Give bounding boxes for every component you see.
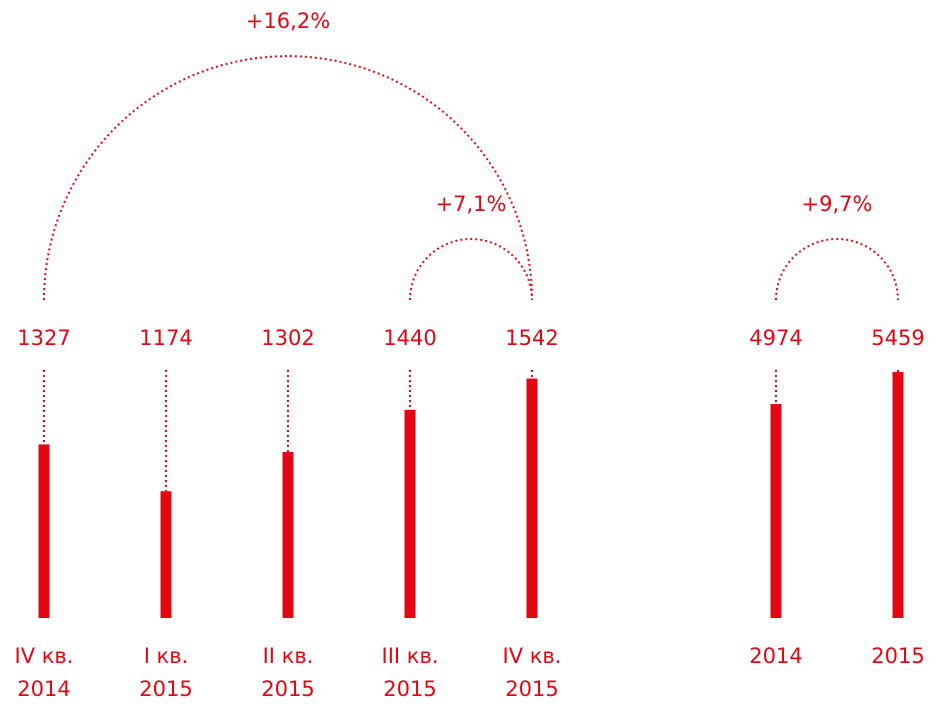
x-tick-label: 2015 — [139, 677, 192, 701]
growth-label: +7,1% — [436, 192, 507, 216]
bar — [892, 372, 904, 618]
x-tick-label: IV кв. — [503, 644, 562, 668]
growth-arc — [409, 238, 533, 301]
x-tick-label: I кв. — [144, 644, 189, 668]
growth-label: +16,2% — [246, 9, 330, 33]
bar — [770, 404, 782, 618]
x-tick-label: 2014 — [17, 677, 70, 701]
bar — [404, 409, 416, 618]
x-tick-label: II кв. — [263, 644, 314, 668]
x-tick-label: IV кв. — [15, 644, 74, 668]
value-label: 1174 — [139, 326, 192, 350]
x-tick-label: 2015 — [505, 677, 558, 701]
growth-label: +9,7% — [802, 192, 873, 216]
value-label: 1440 — [383, 326, 436, 350]
x-tick-label: 2015 — [871, 644, 924, 668]
bar — [160, 491, 172, 618]
growth-arc — [43, 55, 533, 301]
growth-arc — [775, 238, 899, 301]
value-label: 1327 — [17, 326, 70, 350]
x-tick-label: 2014 — [749, 644, 802, 668]
x-tick-label: 2015 — [261, 677, 314, 701]
value-label: 4974 — [749, 326, 802, 350]
x-tick-label: 2015 — [383, 677, 436, 701]
value-label: 1302 — [261, 326, 314, 350]
value-label: 5459 — [871, 326, 924, 350]
x-tick-label: III кв. — [382, 644, 439, 668]
bar — [526, 378, 538, 618]
value-label: 1542 — [505, 326, 558, 350]
bar — [282, 452, 294, 618]
bar — [38, 444, 50, 618]
